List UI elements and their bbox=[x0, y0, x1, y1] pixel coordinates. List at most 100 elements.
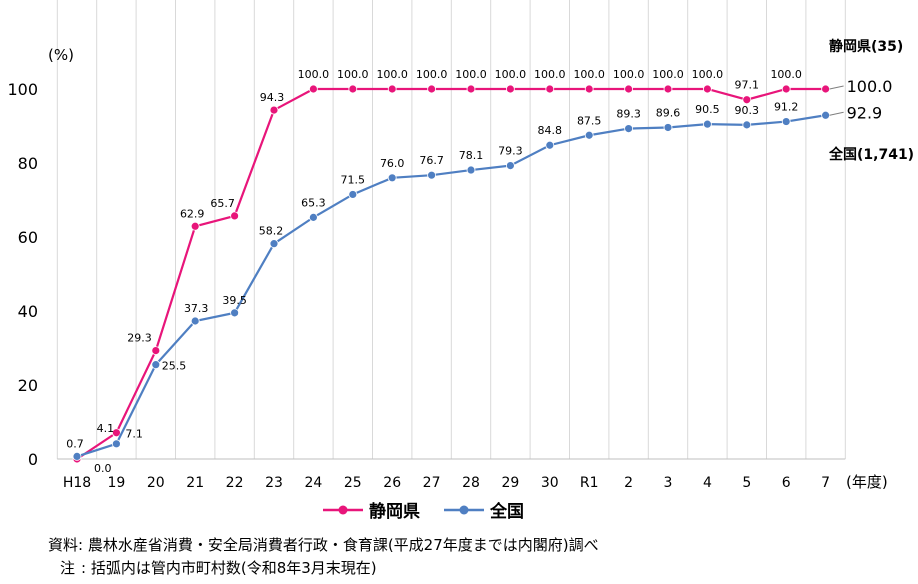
label-series-1-12: 84.8 bbox=[538, 124, 563, 137]
series-1-point-12 bbox=[545, 140, 555, 150]
x-gridlines bbox=[56, 0, 846, 459]
series-0-point-7 bbox=[348, 84, 358, 94]
series-1-point-1 bbox=[112, 439, 121, 449]
series-0-point-15 bbox=[663, 84, 673, 94]
series-1-point-5 bbox=[269, 239, 279, 249]
end-label-series-1: 92.9 bbox=[847, 103, 883, 122]
series-layer bbox=[72, 84, 830, 464]
series-0-point-11 bbox=[505, 84, 515, 94]
x-tick-4: 22 bbox=[226, 475, 244, 491]
end-connector-0 bbox=[829, 85, 844, 90]
series-line-0 bbox=[76, 87, 826, 460]
series-1-point-10 bbox=[466, 165, 476, 175]
legend-label-0: 静岡県 bbox=[369, 501, 420, 522]
series-1-point-2 bbox=[151, 360, 161, 370]
label-series-0-4: 65.7 bbox=[210, 197, 235, 210]
footnote-text: : 括弧内は管内市町村数(令和8年3月末現在) bbox=[81, 559, 377, 577]
x-tick-7: 25 bbox=[344, 475, 362, 491]
series-1-point-11 bbox=[505, 161, 515, 170]
label-series-0-2: 29.3 bbox=[127, 332, 152, 345]
x-tick-2: 20 bbox=[147, 475, 165, 491]
series-0-point-13 bbox=[584, 84, 594, 94]
side-label-series-1: 全国(1,741) bbox=[828, 146, 914, 163]
label-series-0-1: 7.1 bbox=[125, 428, 142, 441]
label-series-1-11: 79.3 bbox=[498, 145, 523, 158]
x-tick-13: R1 bbox=[580, 475, 599, 491]
y-tick-20: 20 bbox=[18, 376, 38, 395]
label-series-1-2: 25.5 bbox=[162, 360, 187, 373]
series-1-point-17 bbox=[742, 120, 752, 130]
label-series-1-10: 78.1 bbox=[459, 149, 484, 162]
label-series-1-5: 58.2 bbox=[259, 225, 284, 238]
label-series-0-8: 100.0 bbox=[376, 68, 408, 81]
data-labels-layer: 0.0 7.1 29.3 62.9 65.7 94.3 100.0 100.0 100.0 100… bbox=[66, 38, 914, 475]
x-tick-11: 29 bbox=[501, 475, 519, 491]
label-series-1-1: 4.1 bbox=[97, 422, 115, 435]
y-tick-40: 40 bbox=[18, 302, 38, 321]
label-series-1-9: 76.7 bbox=[419, 154, 444, 167]
label-series-0-16: 100.0 bbox=[692, 68, 724, 81]
x-tick-10: 28 bbox=[462, 475, 480, 491]
side-label-series-0: 静岡県(35) bbox=[829, 38, 903, 55]
series-0-point-12 bbox=[545, 84, 555, 94]
series-0-point-3 bbox=[190, 221, 200, 231]
x-tick-5: 23 bbox=[265, 475, 283, 491]
series-0-point-14 bbox=[624, 84, 633, 94]
x-tick-15: 3 bbox=[664, 475, 673, 491]
series-1-point-6 bbox=[308, 212, 318, 222]
label-series-0-13: 100.0 bbox=[573, 68, 605, 81]
legend-marker-0 bbox=[338, 505, 348, 515]
series-0-point-19 bbox=[821, 84, 830, 94]
x-tick-1: 19 bbox=[107, 475, 125, 491]
series-1-point-8 bbox=[387, 173, 397, 183]
series-0-point-4 bbox=[230, 211, 240, 221]
x-tick-14: 2 bbox=[624, 475, 633, 491]
series-1-point-18 bbox=[781, 117, 791, 126]
series-0-point-2 bbox=[151, 346, 161, 355]
label-series-1-4: 39.5 bbox=[222, 294, 247, 307]
label-series-0-17: 97.1 bbox=[735, 79, 760, 92]
x-tick-6: 24 bbox=[304, 475, 322, 491]
label-series-1-8: 76.0 bbox=[380, 157, 405, 170]
x-tick-16: 4 bbox=[703, 475, 712, 491]
series-1-point-9 bbox=[427, 170, 437, 180]
label-series-1-14: 89.3 bbox=[616, 108, 641, 121]
series-0-point-18 bbox=[781, 84, 791, 94]
legend-label-1: 全国 bbox=[489, 501, 524, 522]
label-series-1-6: 65.3 bbox=[301, 196, 326, 209]
series-0-point-1 bbox=[112, 428, 121, 438]
label-series-0-12: 100.0 bbox=[534, 68, 566, 81]
series-1-point-0 bbox=[72, 452, 82, 461]
x-axis-label: (年度) bbox=[846, 473, 888, 491]
x-tick-17: 5 bbox=[742, 475, 751, 491]
label-series-0-18: 100.0 bbox=[770, 68, 802, 81]
x-tick-labels: H18 19 20 21 22 23 24 25 26 27 28 29 30 R1 2 3 4 5 6 7 bbox=[63, 475, 830, 491]
source-note: 資料: 農林水産省消費・安全局消費者行政・食育課(平成27年度までは内閣府)調べ bbox=[48, 534, 599, 555]
y-tick-80: 80 bbox=[18, 154, 38, 173]
end-connector-1 bbox=[829, 111, 844, 116]
y-tick-labels: 0 20 40 60 80 100 bbox=[7, 80, 38, 469]
label-series-0-15: 100.0 bbox=[652, 68, 684, 81]
series-0-point-17 bbox=[742, 95, 752, 105]
footnote: 注: 括弧内は管内市町村数(令和8年3月末現在) bbox=[48, 557, 377, 578]
series-1-point-3 bbox=[190, 316, 200, 326]
label-series-0-3: 62.9 bbox=[180, 207, 205, 220]
label-series-1-17: 90.3 bbox=[735, 104, 760, 117]
series-1-point-7 bbox=[348, 190, 358, 199]
series-0-point-9 bbox=[427, 84, 437, 94]
series-0-point-5 bbox=[269, 105, 279, 115]
label-series-1-15: 89.6 bbox=[656, 106, 681, 119]
series-0-point-10 bbox=[466, 84, 476, 94]
x-tick-8: 26 bbox=[383, 475, 401, 491]
series-1-point-4 bbox=[230, 308, 240, 318]
label-series-0-14: 100.0 bbox=[613, 68, 645, 81]
series-1-point-16 bbox=[703, 119, 712, 129]
series-1-point-19 bbox=[821, 110, 830, 120]
label-series-0-7: 100.0 bbox=[337, 68, 369, 81]
legend: 静岡県 全国 bbox=[323, 501, 524, 522]
series-1-point-14 bbox=[624, 124, 633, 133]
series-line-1 bbox=[76, 114, 826, 458]
label-series-0-5: 94.3 bbox=[260, 91, 285, 104]
x-tick-0: H18 bbox=[63, 475, 91, 491]
